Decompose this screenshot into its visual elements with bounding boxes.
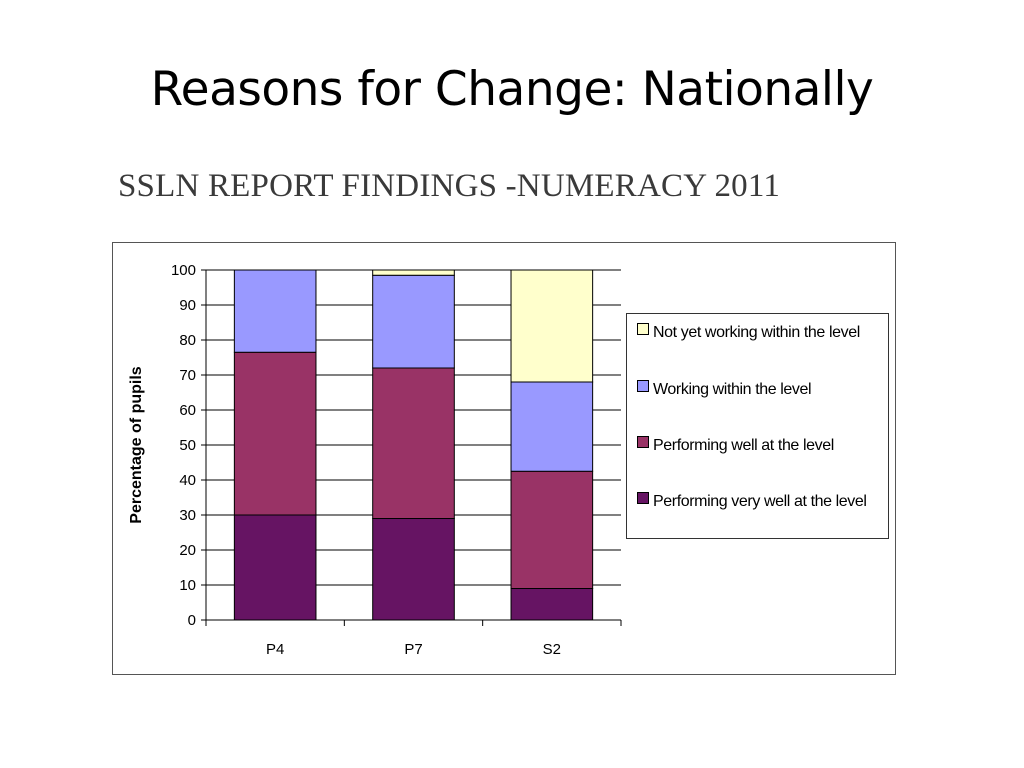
y-tick-label: 20 [179,542,196,559]
y-tick-label: 50 [179,437,196,454]
bar-segment [233,351,317,516]
y-tick-label: 0 [188,612,196,629]
legend-label: Not yet working within the level [653,324,860,341]
legend-swatch [637,323,649,335]
bar-segment [372,274,455,369]
chart-frame: 0 10 20 30 40 50 60 70 80 90 100 P4 P7 S2 Percentage … [112,242,896,675]
legend-label: Performing very well at the level [653,493,867,510]
legend-label: Working within the level [653,381,812,398]
stacked-bar-chart: 0 10 20 30 40 50 60 70 80 90 100 P4 P7 S2 Percentage … [128,262,622,658]
bar-segment [510,588,594,621]
legend-swatch [637,436,649,448]
chart-legend: Not yet working within the level Working … [626,313,889,539]
bar-segment [510,269,594,383]
y-axis-title: Percentage of pupils [128,366,145,523]
report-heading: SSLN REPORT FINDINGS -NUMERACY 2011 [118,168,781,204]
y-tick-label: 100 [171,262,196,279]
legend-swatch [637,492,649,504]
x-tick-label: P7 [404,641,422,658]
legend-swatch [637,380,649,392]
x-tick-label: P4 [266,641,284,658]
bar-segment [372,269,455,276]
y-tick-label: 40 [179,472,196,489]
y-tick-label: 80 [179,332,196,349]
slide-title: Reasons for Change: Nationally [150,62,874,117]
legend-label: Performing well at the level [653,437,834,454]
bar-segment [372,367,455,519]
bar-segment [233,514,317,621]
bar-segment [372,518,455,621]
bar-segment [233,269,317,353]
y-tick-label: 10 [179,577,196,594]
x-tick-label: S2 [543,641,561,658]
bar-segment [510,470,594,589]
y-tick-label: 70 [179,367,196,384]
y-tick-label: 60 [179,402,196,419]
bar-segment [510,381,594,472]
y-tick-label: 30 [179,507,196,524]
y-tick-label: 90 [179,297,196,314]
